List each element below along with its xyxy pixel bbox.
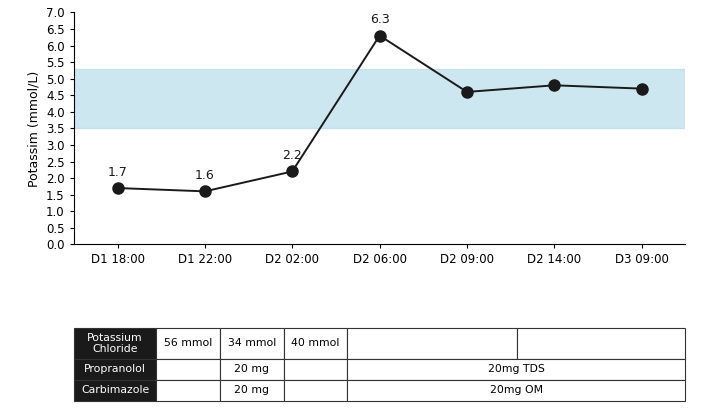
Text: 20 mg: 20 mg <box>234 385 269 395</box>
Y-axis label: Potassim (mmol/L): Potassim (mmol/L) <box>27 70 41 187</box>
Bar <box>74 380 156 401</box>
Bar <box>283 380 347 401</box>
Bar <box>156 328 220 358</box>
Bar <box>283 358 347 380</box>
Text: Potassium
Chloride: Potassium Chloride <box>87 332 143 354</box>
Text: 20 mg: 20 mg <box>234 364 269 374</box>
Bar <box>347 358 685 380</box>
Text: 6.3: 6.3 <box>370 13 389 26</box>
Text: 2.2: 2.2 <box>283 149 302 162</box>
Bar <box>156 358 220 380</box>
Bar <box>74 69 685 128</box>
Bar <box>156 380 220 401</box>
Bar <box>220 380 283 401</box>
Text: Carbimazole: Carbimazole <box>81 385 149 395</box>
Text: 20mg OM: 20mg OM <box>490 385 543 395</box>
Bar <box>347 328 517 358</box>
Text: 1.6: 1.6 <box>195 169 214 182</box>
Bar <box>220 328 283 358</box>
Bar <box>347 380 685 401</box>
Text: 40 mmol: 40 mmol <box>291 338 340 348</box>
Text: Propranolol: Propranolol <box>84 364 146 374</box>
Bar <box>283 328 347 358</box>
Bar <box>220 358 283 380</box>
Text: 20mg TDS: 20mg TDS <box>488 364 545 374</box>
Bar <box>517 328 685 358</box>
Bar <box>74 328 156 358</box>
Text: 56 mmol: 56 mmol <box>164 338 212 348</box>
Text: 1.7: 1.7 <box>108 166 127 179</box>
Text: 34 mmol: 34 mmol <box>228 338 276 348</box>
Bar <box>74 358 156 380</box>
